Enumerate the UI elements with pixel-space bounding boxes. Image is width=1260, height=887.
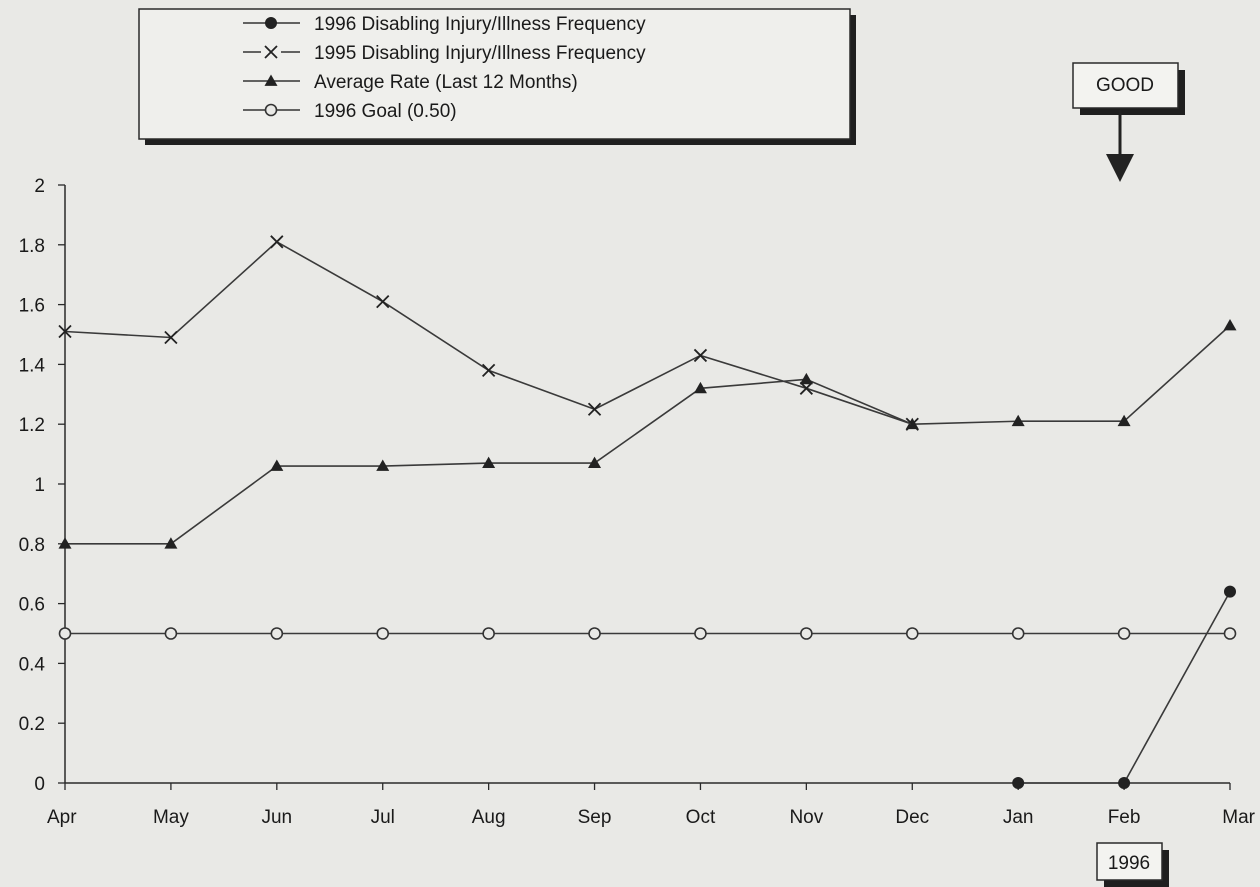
data-point: [1012, 777, 1025, 789]
data-point: [482, 456, 496, 468]
data-point: [376, 627, 390, 640]
data-point: [164, 330, 178, 345]
year-label: 1996: [1108, 853, 1150, 874]
data-point: [905, 627, 919, 640]
data-point: [270, 459, 284, 471]
legend-marker: [264, 45, 278, 59]
data-point: [164, 537, 178, 549]
y-tick-label: 2: [34, 176, 45, 197]
x-tick-label: Nov: [789, 807, 823, 828]
y-tick-label: 0.8: [19, 535, 45, 556]
down-arrow-icon: [1106, 154, 1134, 182]
data-point: [1011, 414, 1025, 427]
data-point: [376, 294, 390, 309]
legend-entry: Average Rate (Last 12 Months): [243, 72, 578, 93]
x-tick-label: Mar: [1222, 807, 1255, 828]
annotations: GOOD 1996: [1072, 62, 1185, 887]
legend-marker: [264, 74, 278, 86]
legend-label: 1996 Disabling Injury/Illness Frequency: [314, 14, 646, 35]
data-point: [800, 627, 813, 640]
data-point: [1223, 627, 1237, 640]
y-tick-label: 0.6: [19, 595, 45, 616]
series-line: [1018, 591, 1231, 784]
data-point: [588, 627, 601, 640]
legend-entry: 1995 Disabling Injury/Illness Frequency: [243, 43, 646, 64]
data-point: [1117, 627, 1131, 640]
y-tick-label: 0.2: [19, 714, 45, 735]
data-point: [376, 459, 390, 471]
series-2: [58, 319, 1237, 549]
series-line: [64, 240, 913, 425]
y-tick-label: 1.6: [19, 296, 45, 317]
legend-marker: [265, 17, 277, 29]
data-point: [58, 537, 72, 549]
y-tick-label: 0.4: [19, 654, 46, 675]
y-tick-label: 0: [34, 774, 45, 795]
x-tick-label: Jun: [261, 807, 292, 828]
y-tick-label: 1.8: [19, 236, 45, 257]
x-tick-label: Feb: [1108, 807, 1141, 828]
data-point: [693, 381, 707, 394]
legend: 1996 Disabling Injury/Illness Frequency 1…: [138, 8, 856, 145]
data-point: [799, 372, 813, 385]
legend-marker: [264, 103, 278, 117]
data-point: [588, 456, 602, 468]
x-tick-label: Oct: [686, 807, 716, 828]
data-point: [270, 235, 284, 249]
series-3: [58, 627, 1237, 640]
data-point: [905, 417, 919, 431]
year-box: [1096, 842, 1163, 881]
data-point: [58, 324, 72, 339]
series-0: [1012, 585, 1236, 789]
x-tick-label: Jan: [1003, 807, 1034, 828]
good-box: [1072, 62, 1179, 109]
data-point: [1117, 414, 1131, 427]
x-tick-label: Apr: [47, 807, 77, 828]
data-point: [1118, 777, 1131, 789]
data-point: [693, 348, 708, 363]
x-tick-label: May: [153, 807, 189, 828]
data-point: [58, 627, 72, 640]
y-tick-label: 1.4: [19, 355, 46, 376]
legend-label: 1996 Goal (0.50): [314, 101, 457, 122]
legend-label: 1995 Disabling Injury/Illness Frequency: [314, 43, 646, 64]
axes: 0 0.2 0.4 0.6 0.8 1 1.2 1.4 1.6 1.8 2 Apr May Jun Jul A…: [19, 176, 1256, 828]
data-point: [481, 363, 496, 378]
data-point: [270, 627, 284, 640]
series-lines: [58, 235, 1237, 789]
legend-entry: 1996 Disabling Injury/Illness Frequency: [243, 14, 646, 35]
x-tick-label: Aug: [472, 807, 506, 828]
good-annotation: GOOD: [1072, 62, 1185, 182]
x-tick-label: Jul: [371, 807, 395, 828]
data-point: [1011, 627, 1025, 640]
data-point: [694, 627, 707, 640]
good-label: GOOD: [1096, 75, 1154, 96]
legend-box: [138, 8, 851, 140]
data-point: [587, 402, 602, 416]
data-point: [1224, 585, 1236, 598]
series-line: [65, 324, 1231, 545]
y-tick-label: 1: [34, 475, 45, 496]
data-point: [164, 627, 178, 640]
legend-entry: 1996 Goal (0.50): [243, 101, 457, 122]
data-point: [799, 381, 814, 395]
legend-label: Average Rate (Last 12 Months): [314, 72, 578, 93]
year-annotation: 1996: [1096, 842, 1169, 887]
data-point: [1223, 319, 1237, 331]
y-tick-label: 1.2: [19, 415, 45, 436]
data-point: [482, 627, 495, 640]
series-1: [58, 235, 919, 431]
x-tick-label: Dec: [895, 807, 929, 828]
x-tick-label: Sep: [578, 807, 612, 828]
